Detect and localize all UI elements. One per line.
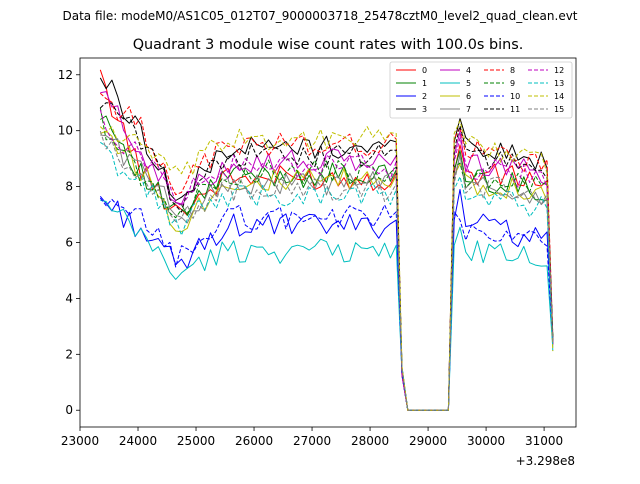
series-line-10 — [99, 197, 554, 411]
legend-label-0: 0 — [422, 66, 427, 75]
x-tick-label: 24000 — [119, 434, 157, 448]
figure-suptitle: Data file: modeM0/AS1C05_012T07_90000037… — [62, 9, 577, 23]
series-line-15 — [99, 130, 554, 411]
legend-label-2: 2 — [422, 92, 427, 101]
legend-label-7: 7 — [466, 105, 471, 114]
legend-label-14: 14 — [554, 92, 564, 101]
series-layer — [99, 69, 554, 411]
x-axis-offset-label: +3.298e8 — [516, 454, 575, 468]
y-tick-label: 10 — [58, 124, 73, 138]
legend-frame — [389, 61, 573, 119]
legend-label-15: 15 — [554, 105, 564, 114]
x-tick-label: 27000 — [293, 434, 331, 448]
series-line-4 — [100, 91, 554, 411]
plot-area: 23000 24000 25000 26000 27000 28000 29000 30000… — [58, 57, 577, 468]
series-line-5 — [100, 199, 554, 411]
legend-label-12: 12 — [554, 66, 564, 75]
x-tick-label: 23000 — [61, 434, 99, 448]
legend-label-9: 9 — [510, 79, 515, 88]
legend-label-11: 11 — [510, 105, 520, 114]
x-tick-label: 29000 — [409, 434, 447, 448]
legend-label-10: 10 — [510, 92, 520, 101]
y-tick-label: 2 — [65, 347, 73, 361]
x-tick-label: 26000 — [235, 434, 273, 448]
x-tick-label: 28000 — [351, 434, 389, 448]
legend-label-6: 6 — [466, 92, 471, 101]
legend-label-3: 3 — [422, 105, 427, 114]
legend-label-1: 1 — [422, 79, 427, 88]
series-line-2 — [99, 189, 554, 411]
chart-title: Quadrant 3 module wise count rates with … — [133, 37, 524, 53]
y-tick-label: 6 — [65, 236, 73, 250]
legend-label-13: 13 — [554, 79, 564, 88]
x-tick-label: 31000 — [525, 434, 563, 448]
x-axis: 23000 24000 25000 26000 27000 28000 29000 30000… — [61, 427, 563, 448]
y-tick-label: 12 — [58, 68, 73, 82]
series-line-6 — [100, 130, 554, 411]
series-line-14 — [99, 120, 554, 411]
series-line-12 — [99, 109, 554, 411]
y-tick-label: 8 — [65, 180, 73, 194]
legend-label-5: 5 — [466, 79, 471, 88]
x-tick-label: 30000 — [467, 434, 505, 448]
legend-label-8: 8 — [510, 66, 515, 75]
series-line-9 — [99, 107, 554, 411]
y-tick-label: 0 — [65, 403, 73, 417]
x-tick-label: 25000 — [177, 434, 215, 448]
legend-label-4: 4 — [466, 66, 471, 75]
series-line-8 — [99, 92, 554, 411]
y-axis: 0 2 4 6 8 10 12 — [58, 68, 80, 417]
series-line-11 — [99, 102, 554, 411]
y-tick-label: 4 — [65, 291, 73, 305]
